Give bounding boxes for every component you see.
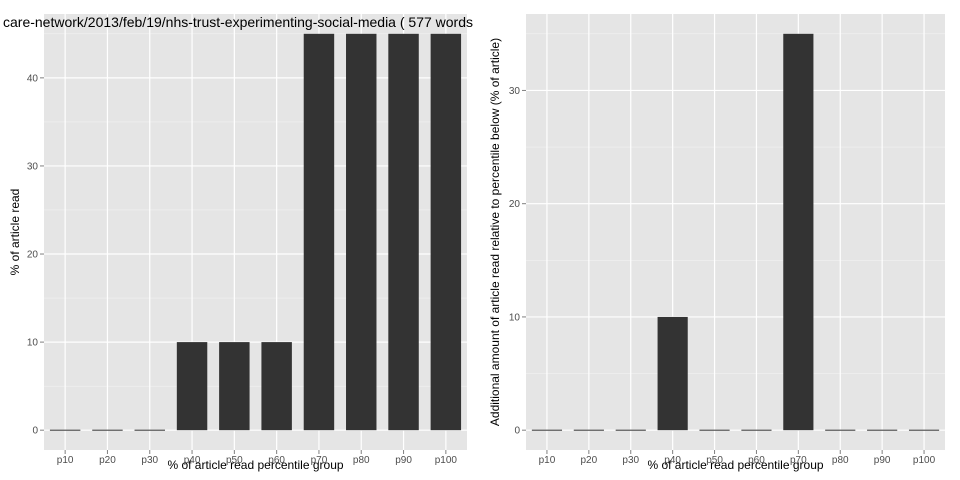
x-tick-label: p80 (832, 455, 849, 466)
bar-p10 (49, 429, 81, 431)
y-tick-label: 0 (514, 426, 520, 437)
bar-p40 (176, 342, 208, 431)
x-tick-label: p60 (748, 455, 765, 466)
right-x-axis-title: % of article read percentile group (647, 458, 823, 472)
x-tick-label: p90 (395, 455, 412, 466)
y-tick-label: 10 (509, 312, 521, 323)
right-y-axis-title: Additional amount of article read relati… (488, 38, 502, 426)
x-tick-label: p70 (311, 455, 328, 466)
bar-p100 (430, 33, 462, 431)
bar-p60 (741, 429, 772, 431)
x-tick-label: p10 (57, 455, 74, 466)
left-x-axis-title: % of article read percentile group (167, 458, 343, 472)
bar-p100 (908, 429, 940, 431)
x-tick-label: p50 (706, 455, 723, 466)
left-y-axis-ticks: 0 10 20 30 40 (27, 73, 44, 437)
x-tick-label: p20 (581, 455, 598, 466)
left-x-axis-ticks: p10 p20 p30 p40 p50 p60 p70 p80 p90 p100 (57, 450, 458, 466)
x-tick-label: p40 (664, 455, 681, 466)
bar-p50 (699, 429, 730, 431)
bar-p20 (92, 429, 123, 431)
bar-p10 (531, 429, 563, 431)
bar-p90 (388, 33, 419, 431)
left-chart-title: care-network/2013/feb/19/nhs-trust-exper… (3, 14, 473, 30)
x-tick-label: p80 (353, 455, 370, 466)
bar-p70 (303, 33, 335, 431)
x-tick-label: p60 (268, 455, 285, 466)
y-tick-label: 10 (27, 338, 39, 349)
left-y-axis-title: % of article read (8, 189, 22, 276)
bar-p50 (219, 342, 250, 431)
y-tick-label: 30 (509, 86, 521, 97)
right-y-axis-ticks: 0 10 20 30 (509, 86, 526, 437)
right-bars (531, 33, 940, 431)
bar-p70 (783, 33, 814, 431)
y-tick-label: 20 (509, 199, 521, 210)
y-tick-label: 30 (27, 161, 39, 172)
x-tick-label: p70 (790, 455, 807, 466)
bar-p60 (261, 342, 292, 431)
x-tick-label: p40 (184, 455, 201, 466)
bar-p20 (573, 429, 604, 431)
bar-p30 (134, 429, 165, 431)
x-tick-label: p20 (99, 455, 116, 466)
x-tick-label: p50 (226, 455, 243, 466)
bar-p40 (657, 316, 688, 431)
x-tick-label: p10 (539, 455, 556, 466)
x-tick-label: p100 (435, 455, 458, 466)
left-bars (49, 33, 462, 431)
y-tick-label: 20 (27, 250, 39, 261)
right-gridlines (526, 14, 945, 450)
right-plot-panel (526, 14, 945, 450)
x-tick-label: p90 (874, 455, 891, 466)
right-x-axis-ticks: p10 p20 p30 p40 p50 p60 p70 p80 p90 p100 (539, 450, 936, 466)
x-tick-label: p30 (622, 455, 639, 466)
y-tick-label: 0 (32, 426, 38, 437)
x-tick-label: p30 (141, 455, 158, 466)
bar-p80 (825, 429, 856, 431)
y-tick-label: 40 (27, 73, 39, 84)
bar-p90 (867, 429, 898, 431)
bar-p30 (615, 429, 646, 431)
bar-p80 (346, 33, 377, 431)
x-tick-label: p100 (913, 455, 936, 466)
